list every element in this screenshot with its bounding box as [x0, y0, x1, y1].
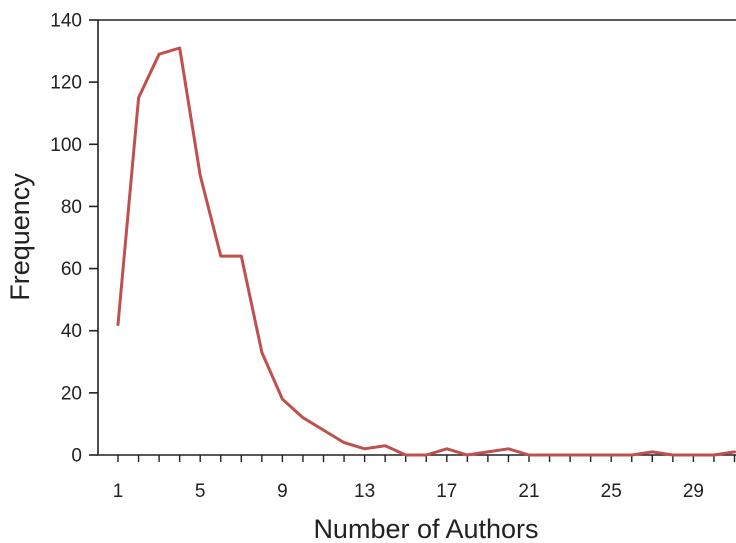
x-tick-label: 9 [277, 481, 288, 502]
x-tick-label: 29 [683, 481, 704, 502]
y-tick-label: 80 [61, 197, 82, 218]
x-tick-label: 21 [518, 481, 539, 502]
x-tick-label: 5 [195, 481, 206, 502]
x-tick-label: 1 [113, 481, 124, 502]
y-axis-ticks: 0 20 40 60 80 100 120 140 [50, 11, 98, 467]
x-axis-title: Number of Authors [313, 514, 538, 543]
y-tick-label: 0 [71, 446, 82, 467]
y-axis-title: Frequency [5, 173, 35, 301]
x-axis-ticks: 1 5 9 13 17 21 25 29 [113, 455, 736, 502]
x-tick-label: 13 [354, 481, 375, 502]
y-tick-label: 140 [50, 11, 82, 32]
y-tick-label: 40 [61, 321, 82, 342]
y-tick-label: 20 [61, 383, 82, 404]
x-tick-label: 17 [436, 481, 457, 502]
series-group [116, 46, 736, 457]
y-tick-label: 100 [50, 135, 82, 156]
y-tick-label: 120 [50, 73, 82, 94]
series-line [116, 46, 736, 457]
y-tick-label: 60 [61, 259, 82, 280]
x-tick-label: 25 [601, 481, 622, 502]
